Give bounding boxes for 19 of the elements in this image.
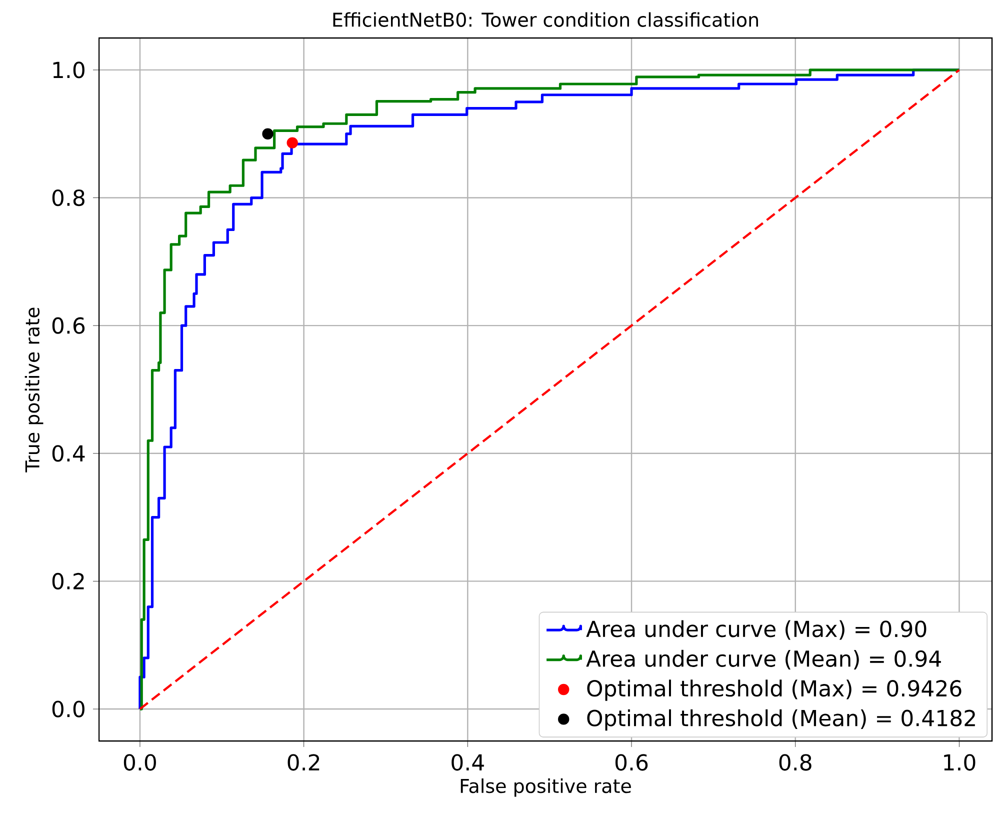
legend-label: Optimal threshold (Max) = 0.9426 [587,680,962,701]
y-tick-label: 0.0 [52,700,84,718]
y-axis-title: True positive rate [24,308,44,472]
legend-label: Area under curve (Mean) = 0.94 [586,650,941,670]
chart-title: EfficientNetB0: Tower condition classification [333,12,758,27]
x-tick-label: 0.4 [452,754,484,771]
x-axis-title: False positive rate [460,778,631,797]
legend-label: Area under curve (Max) = 0.90 [586,620,926,640]
x-tick-label: 1.0 [944,754,976,771]
x-tick-label: 0.6 [615,754,648,771]
y-tick-label: 0.4 [52,445,85,462]
x-tick-label: 0.2 [288,754,320,771]
y-tick-label: 0.8 [52,189,84,206]
y-tick-label: 0.2 [52,572,84,590]
x-tick-label: 0.0 [124,754,156,771]
y-tick-label: 0.6 [52,317,85,334]
y-tick-label: 1.0 [53,62,84,78]
x-tick-label: 0.8 [779,754,812,771]
legend-label: Optimal threshold (Mean) = 0.4182 [587,709,975,731]
